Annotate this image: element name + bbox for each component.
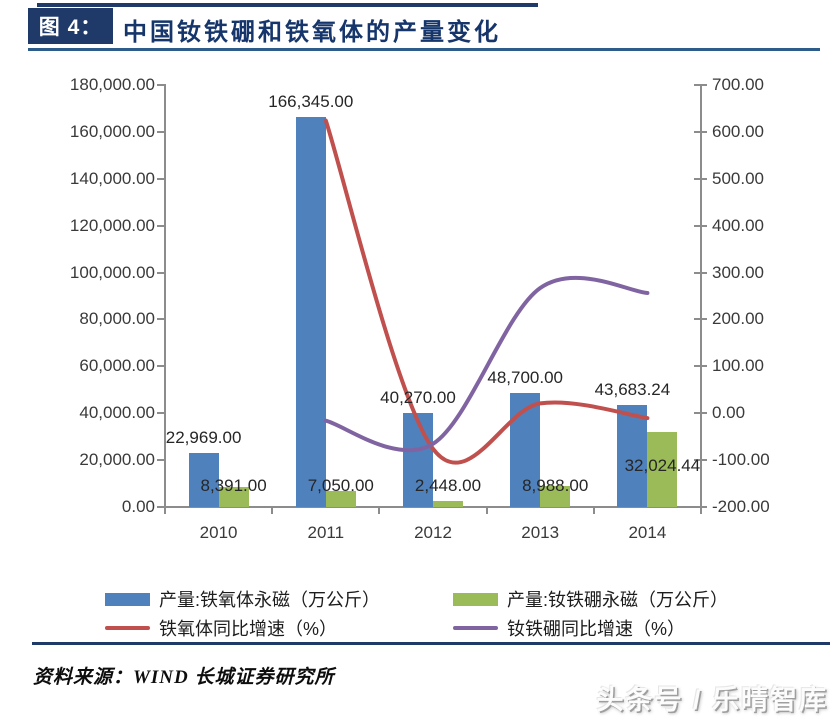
y-axis-left-tick (157, 224, 166, 227)
legend-swatch-ndfeb-production (453, 592, 498, 606)
bar-value-label-ferrite-2012: 40,270.00 (380, 387, 456, 407)
y-axis-left-label: 20,000.00 (79, 450, 155, 470)
legend-label-ndfeb-growth: 钕铁硼同比增速（%） (507, 619, 686, 639)
y-axis-left-tick (157, 459, 166, 462)
x-axis-line (164, 506, 702, 508)
x-axis-tick (378, 507, 381, 514)
legend-label-ferrite-production: 产量:铁氧体永磁（万公斤） (159, 590, 380, 610)
bar-value-label-ferrite-2014: 43,683.24 (594, 379, 671, 399)
y-axis-right-line (700, 85, 702, 509)
y-axis-left-tick (157, 365, 166, 368)
bar-value-label-ferrite-2010: 22,969.00 (165, 428, 242, 448)
ndfeb-growth-line (323, 275, 650, 453)
ferrite-growth-line (323, 118, 650, 465)
y-axis-left-tick (157, 84, 166, 86)
y-axis-right-label: 400.00 (712, 215, 764, 235)
footer-divider (32, 642, 830, 645)
figure-title: 中国钕铁硼和铁氧体的产量变化 (123, 19, 501, 46)
bar-ndfeb-2014 (647, 431, 678, 507)
y-axis-left-label: 40,000.00 (79, 403, 155, 423)
x-axis-category-label: 2013 (521, 523, 560, 542)
x-axis-category-label: 2014 (628, 523, 667, 542)
y-axis-left-label: 140,000.00 (69, 168, 155, 188)
x-axis-category-label: 2010 (199, 523, 238, 542)
legend-swatch-ndfeb-growth (453, 626, 498, 630)
bar-value-label-ndfeb-2012: 2,448.00 (414, 476, 482, 495)
legend-swatch-ferrite-production (105, 592, 150, 606)
y-axis-right-label: 0.00 (712, 403, 746, 423)
x-axis-tick (485, 507, 488, 514)
data-source-note: 资料来源：WIND 长城证券研究所 (33, 667, 335, 688)
bar-ndfeb-2012 (433, 501, 463, 507)
y-axis-left-tick (157, 271, 166, 274)
legend-item-ndfeb-production: 产量:钕铁硼永磁（万公斤） (453, 589, 728, 610)
x-axis-category-label: 2012 (414, 523, 452, 542)
bar-value-label-ndfeb-2013: 8,988.00 (522, 476, 589, 495)
y-axis-left-label: 120,000.00 (69, 215, 155, 235)
y-axis-left-tick (157, 506, 166, 508)
y-axis-left-tick (157, 318, 166, 321)
y-axis-left-line (164, 85, 166, 509)
y-axis-right-label: 600.00 (712, 121, 764, 141)
title-top-rule (37, 3, 538, 7)
y-axis-left-label: 0.00 (121, 497, 155, 516)
legend-swatch-ferrite-growth (105, 626, 150, 630)
y-axis-right-label: 100.00 (712, 356, 764, 376)
legend-label-ndfeb-production: 产量:钕铁硼永磁（万公斤） (507, 590, 728, 610)
watermark-toutiao-leqing: 头条号 / 乐晴智库 (596, 685, 828, 715)
y-axis-right-label: 300.00 (712, 262, 764, 282)
y-axis-left-label: 160,000.00 (69, 121, 155, 141)
y-axis-left-tick (157, 130, 166, 133)
bar-value-label-ndfeb-2011: 7,050.00 (307, 476, 374, 495)
legend-item-ferrite-production: 产量:铁氧体永磁（万公斤） (105, 589, 380, 610)
y-axis-left-tick (157, 177, 166, 180)
title-underline (28, 48, 820, 51)
y-axis-right-label: -200.00 (712, 497, 770, 516)
legend-item-ferrite-growth: 铁氧体同比增速（%） (105, 618, 338, 639)
legend-label-ferrite-growth: 铁氧体同比增速（%） (159, 619, 338, 639)
x-axis-tick (164, 507, 166, 514)
y-axis-right-label: 700.00 (712, 75, 764, 94)
y-axis-right-label: 200.00 (712, 309, 764, 329)
bar-ferrite-2011 (295, 117, 326, 507)
y-axis-left-label: 100,000.00 (69, 262, 155, 282)
x-axis-tick (592, 507, 595, 514)
bar-value-label-ndfeb-2014: 32,024.44 (624, 455, 701, 475)
bar-ferrite-2010 (188, 453, 219, 507)
bar-ndfeb-2010 (218, 487, 249, 507)
y-axis-left-label: 80,000.00 (79, 309, 155, 329)
y-axis-right-label: -100.00 (712, 450, 770, 470)
bar-value-label-ferrite-2011: 166,345.00 (268, 92, 354, 111)
y-axis-left-label: 180,000.00 (69, 75, 155, 94)
bar-value-label-ferrite-2013: 48,700.00 (487, 367, 564, 387)
bar-ndfeb-2013 (540, 485, 571, 507)
x-axis-category-label: 2011 (307, 523, 345, 542)
figure-tag: 图 4： (28, 8, 113, 44)
y-axis-left-label: 60,000.00 (79, 356, 155, 376)
bar-ndfeb-2011 (325, 490, 356, 507)
y-axis-right-label: 500.00 (712, 168, 764, 188)
x-axis-tick (700, 507, 702, 514)
bar-value-label-ndfeb-2010: 8,391.00 (200, 476, 267, 495)
legend-item-ndfeb-growth: 钕铁硼同比增速（%） (453, 618, 686, 639)
y-axis-left-tick (157, 412, 166, 415)
x-axis-tick (271, 507, 274, 514)
